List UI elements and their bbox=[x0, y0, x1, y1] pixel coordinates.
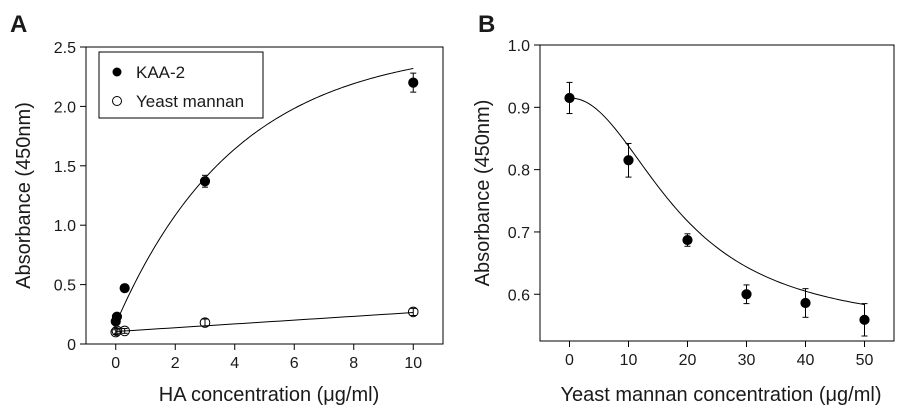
panel-a-x-axis-title: HA concentration (μg/ml) bbox=[159, 384, 380, 406]
legend-label-kaa2: KAA-2 bbox=[136, 63, 185, 82]
panel-b: B 0 10 20 30 40 50 0.6 0.7 0.8 0.9 1.0 Yeast manna… bbox=[472, 11, 895, 406]
panel-b-y-tick-label: 0.9 bbox=[508, 100, 530, 117]
panel-a-point-kaa-2 bbox=[199, 176, 211, 187]
panel-b-x-tick-label: 20 bbox=[679, 352, 697, 369]
panel-b-x-axis-title: Yeast mannan concentration (μg/ml) bbox=[561, 384, 882, 406]
panel-a-x-tick-label: 0 bbox=[111, 355, 120, 372]
panel-b-y-tick-label: 0.8 bbox=[508, 163, 530, 180]
panel-b-x-tick-label: 30 bbox=[738, 352, 756, 369]
panel-a-legend: KAA-2 Yeast mannan bbox=[98, 51, 264, 119]
panel-a-fit-curve-yeast-mannan bbox=[115, 312, 414, 333]
panel-b-point-series bbox=[741, 289, 752, 300]
panel-a-x-tick-label: 6 bbox=[290, 355, 299, 372]
legend-box bbox=[98, 51, 264, 119]
panel-a-y-tick-label: 1.0 bbox=[54, 218, 76, 235]
panel-b-data-marks bbox=[564, 81, 870, 337]
panel-a-x-tick-label: 8 bbox=[349, 355, 358, 372]
panel-a-point-yeast-mannan bbox=[111, 325, 123, 337]
panel-b-point-series bbox=[682, 234, 693, 246]
panel-a-y-tick-label: 0.5 bbox=[54, 278, 76, 295]
panel-b-y-tick-label: 1.0 bbox=[508, 38, 530, 55]
panel-b-point-series bbox=[564, 92, 575, 104]
panel-a-point-yeast-mannan bbox=[199, 317, 211, 328]
panel-a-data-marks bbox=[110, 72, 419, 338]
legend-label-yeast-mannan: Yeast mannan bbox=[136, 92, 244, 111]
panel-b-point-series bbox=[800, 297, 811, 309]
panel-b-plot-frame bbox=[539, 44, 895, 342]
legend-marker-kaa2 bbox=[112, 67, 122, 77]
panel-b-x-tick-label: 40 bbox=[797, 352, 815, 369]
panel-a-plot-frame bbox=[85, 46, 444, 345]
panel-b-x-tick-label: 0 bbox=[565, 352, 574, 369]
panel-b-y-tick-label: 0.7 bbox=[508, 225, 530, 242]
panel-b-y-tick-label: 0.6 bbox=[508, 287, 530, 304]
panel-a-y-axis-title: Absorbance (450nm) bbox=[13, 102, 35, 289]
panel-a: A 0 2 4 6 8 10 0 0.5 1.0 1.5 2.0 2.5 HA concentrati… bbox=[10, 11, 444, 406]
panel-a-point-yeast-mannan bbox=[110, 326, 122, 338]
panel-a-y-tick-label: 2.5 bbox=[54, 40, 76, 57]
panel-a-label: A bbox=[10, 11, 27, 38]
panel-b-x-tick-label: 10 bbox=[620, 352, 638, 369]
panel-a-ticks: 0 2 4 6 8 10 0 0.5 1.0 1.5 2.0 2.5 bbox=[54, 40, 423, 372]
panel-a-point-kaa-2 bbox=[119, 283, 130, 294]
panel-a-x-tick-label: 2 bbox=[171, 355, 180, 372]
panel-a-fit-curves bbox=[115, 67, 414, 333]
panel-b-fit-curve bbox=[569, 97, 865, 306]
panel-b-point-series bbox=[859, 314, 870, 325]
panel-b-x-tick-label: 50 bbox=[856, 352, 874, 369]
panel-a-y-tick-label: 2.0 bbox=[54, 99, 76, 116]
panel-a-point-yeast-mannan bbox=[407, 306, 419, 318]
panel-a-x-tick-label: 10 bbox=[404, 355, 422, 372]
panel-a-y-tick-label: 0 bbox=[67, 337, 76, 354]
panel-a-point-yeast-mannan bbox=[119, 325, 130, 337]
panel-b-point-series bbox=[623, 155, 634, 166]
panel-b-fit-curve-line bbox=[569, 97, 865, 306]
panel-a-point-kaa-2 bbox=[111, 311, 123, 322]
panel-b-label: B bbox=[478, 11, 495, 38]
panel-a-point-kaa-2 bbox=[408, 77, 419, 88]
panel-b-ticks: 0 10 20 30 40 50 0.6 0.7 0.8 0.9 1.0 bbox=[508, 38, 874, 369]
panel-a-y-tick-label: 1.5 bbox=[54, 159, 76, 176]
panel-b-y-axis-title: Absorbance (450nm) bbox=[472, 100, 494, 287]
panel-a-x-tick-label: 4 bbox=[230, 355, 239, 372]
panel-a-fit-curve-kaa2 bbox=[115, 67, 414, 325]
legend-marker-yeast-mannan bbox=[112, 96, 122, 106]
